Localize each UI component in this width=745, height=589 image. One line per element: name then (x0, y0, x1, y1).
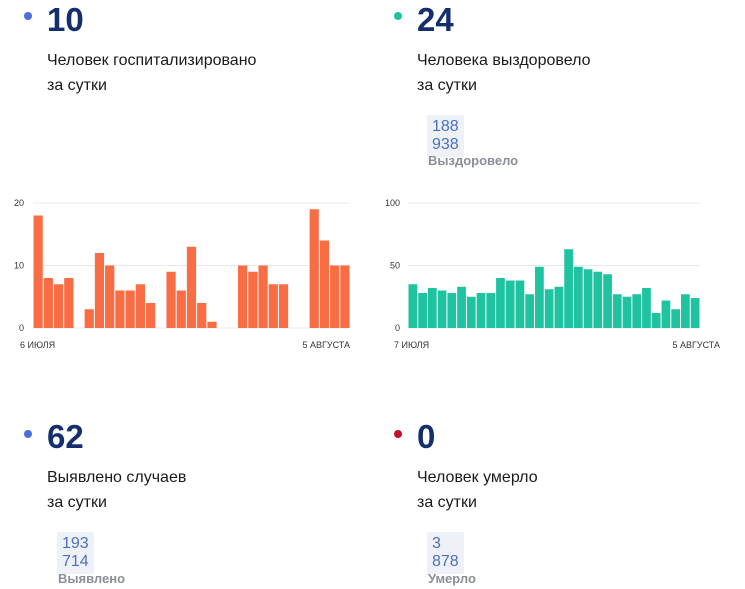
recovered-count: 24 (417, 1, 454, 38)
hospitalized-line2: за сутки (47, 77, 107, 94)
status-dot-icon (24, 12, 32, 20)
bar (447, 293, 457, 328)
bar (427, 288, 437, 328)
bar (176, 290, 186, 328)
bar (496, 278, 505, 328)
bar (486, 293, 496, 328)
bar (593, 271, 603, 328)
bar (612, 294, 622, 328)
bar (53, 284, 64, 328)
bar (64, 278, 74, 328)
bar (340, 265, 350, 328)
bar (319, 240, 330, 328)
bar (207, 321, 217, 328)
bar (437, 290, 447, 328)
bar (573, 266, 583, 328)
bar (622, 296, 632, 328)
status-dot-icon (394, 430, 402, 438)
recovered-line2: за сутки (417, 77, 477, 94)
y-tick-label: 0 (19, 323, 24, 333)
bar (535, 266, 544, 328)
bar (690, 298, 700, 328)
cases-line2: за сутки (47, 494, 107, 511)
recovered-total-label: Выздоровело (428, 153, 519, 168)
x-start-label: 7 ИЮЛЯ (394, 340, 429, 350)
bar (583, 269, 593, 328)
bar (186, 246, 197, 328)
bar (476, 293, 486, 328)
bar (105, 265, 115, 328)
deaths-total-label: Умерло (428, 571, 476, 586)
cases-line1: Выявлено случаев (47, 469, 187, 486)
bar (330, 265, 340, 328)
bar (457, 286, 466, 328)
y-tick-label: 10 (14, 261, 24, 271)
bar (94, 253, 105, 328)
bar (564, 249, 573, 328)
cases-total: 193 714 (57, 532, 94, 574)
bar (278, 284, 289, 328)
cases-description: Выявлено случаев за сутки (47, 465, 186, 515)
status-dot-icon (394, 12, 402, 20)
bar (418, 293, 427, 328)
recovered-description: Человека выздоровело за сутки (417, 48, 590, 98)
deaths-description: Человек умерло за сутки (417, 465, 538, 515)
bar (33, 215, 43, 328)
bar (115, 290, 125, 328)
bar (651, 313, 661, 328)
bar (671, 309, 681, 328)
bar (309, 209, 319, 328)
bar (268, 284, 278, 328)
recovered-total: 188 938 (427, 115, 464, 157)
bar (125, 290, 135, 328)
bar (135, 284, 145, 328)
hospitalized-chart: 0 10 20 6 ИЮЛЯ 5 АВГУСТА (14, 198, 350, 350)
y-tick-label: 100 (385, 198, 400, 208)
deaths-line2: за сутки (417, 494, 477, 511)
bar (238, 265, 248, 328)
bar (145, 303, 156, 328)
bar (408, 284, 418, 328)
bar (632, 294, 642, 328)
bar (515, 280, 525, 328)
x-end-label: 5 АВГУСТА (302, 340, 350, 350)
bar (466, 296, 476, 328)
hospitalized-count: 10 (47, 1, 84, 38)
bar (248, 271, 258, 328)
bar (661, 300, 671, 328)
bar (544, 289, 554, 328)
bar (258, 265, 268, 328)
deaths-count: 0 (417, 418, 436, 455)
bar (84, 309, 94, 328)
y-tick-label: 50 (390, 261, 400, 271)
cases-count: 62 (47, 418, 84, 455)
hospitalized-description: Человек госпитализировано за сутки (47, 48, 256, 98)
status-dot-icon (24, 430, 32, 438)
deaths-line1: Человек умерло (417, 469, 538, 486)
deaths-total: 3 878 (427, 532, 464, 574)
x-end-label: 5 АВГУСТА (672, 340, 720, 350)
recovered-chart: 0 50 100 7 ИЮЛЯ 5 АВГУСТА (385, 198, 720, 350)
x-start-label: 6 ИЮЛЯ (20, 340, 55, 350)
cases-total-label: Выявлено (58, 571, 126, 586)
bar (554, 286, 564, 328)
y-tick-label: 0 (395, 323, 400, 333)
bar (43, 278, 53, 328)
bar (642, 288, 651, 328)
y-tick-label: 20 (14, 198, 24, 208)
bar (166, 271, 176, 328)
bar (505, 280, 515, 328)
recovered-line1: Человека выздоровело (417, 52, 591, 69)
bar (603, 274, 612, 328)
bar (681, 294, 690, 328)
bar (197, 303, 207, 328)
bar (525, 294, 535, 328)
hospitalized-line1: Человек госпитализировано (47, 52, 257, 69)
